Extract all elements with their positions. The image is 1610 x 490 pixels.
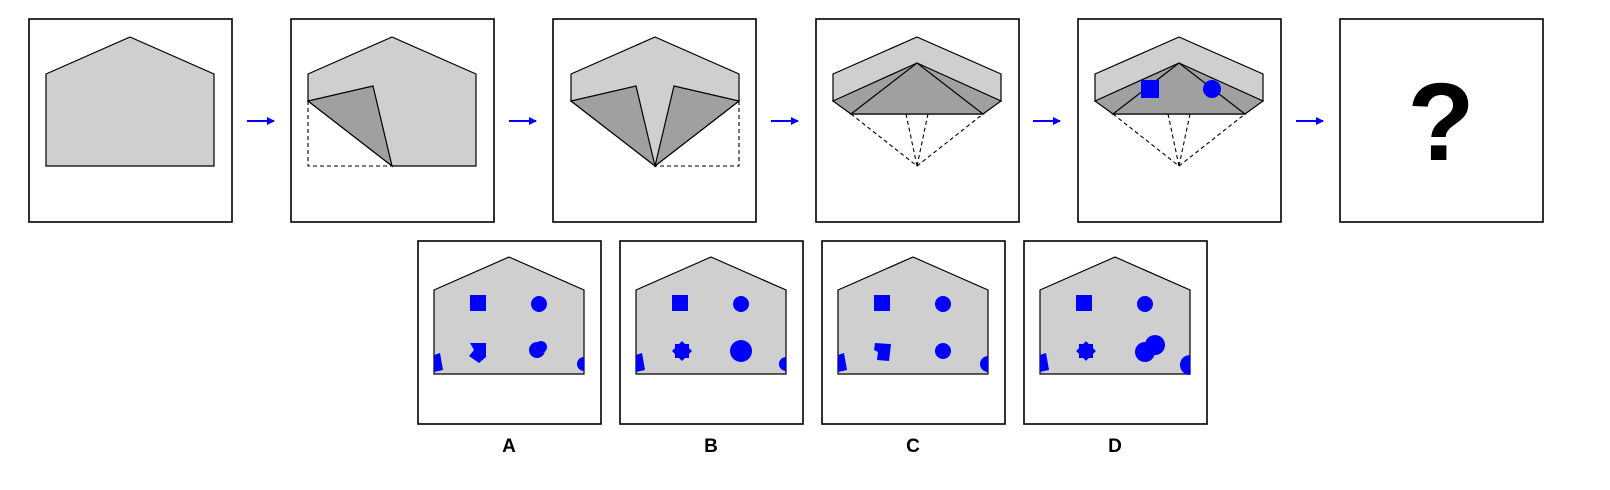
square-icon	[838, 353, 847, 372]
original-fold-line	[916, 113, 929, 167]
square-icon	[470, 295, 486, 311]
step-panel-2	[290, 18, 495, 223]
circle-icon	[935, 343, 951, 359]
square-icon	[1040, 353, 1049, 372]
folded-flap-right	[654, 85, 741, 168]
option-label: D	[1108, 436, 1122, 457]
step-panel-4	[815, 18, 1020, 223]
circle-icon	[1203, 80, 1221, 98]
option-d[interactable]: D	[1023, 240, 1208, 457]
circle-icon	[779, 357, 786, 371]
circle-icon	[1137, 296, 1153, 312]
square-icon	[1141, 80, 1159, 98]
original-outline	[655, 101, 740, 167]
question-mark: ?	[1407, 61, 1474, 184]
option-label: B	[704, 436, 718, 457]
option-c[interactable]: C	[821, 240, 1006, 457]
square-icon	[1076, 341, 1096, 361]
step-panel-1	[28, 18, 233, 223]
circle-icon	[1145, 335, 1165, 355]
option-label: C	[906, 436, 920, 457]
square-icon	[434, 353, 443, 372]
folded-tip	[849, 62, 985, 115]
circle-icon	[531, 296, 547, 312]
original-outline	[307, 101, 392, 167]
panel-frame	[1339, 18, 1544, 223]
circle-icon	[935, 296, 951, 312]
circle-icon	[1180, 355, 1190, 375]
folded-flap	[306, 85, 393, 168]
question-panel: ?	[1339, 18, 1544, 223]
option-b[interactable]: B	[619, 240, 804, 457]
square-icon	[469, 343, 486, 363]
circle-icon	[577, 357, 584, 371]
original-fold-line	[1178, 113, 1191, 167]
folded-flap-left	[569, 85, 656, 168]
option-label: A	[502, 436, 516, 457]
step-panel-3	[552, 18, 757, 223]
step-panel-5	[1077, 18, 1282, 223]
circle-icon	[535, 341, 547, 353]
circle-icon	[730, 340, 752, 362]
square-icon	[874, 343, 891, 361]
square-icon	[675, 344, 689, 358]
original-outline	[1112, 113, 1246, 167]
square-icon	[672, 295, 688, 311]
paper-shape	[45, 36, 215, 167]
circle-icon	[733, 296, 749, 312]
original-outline	[850, 113, 984, 167]
square-icon	[874, 295, 890, 311]
original-fold-line	[1167, 113, 1180, 167]
square-icon	[636, 353, 645, 372]
option-a[interactable]: A	[417, 240, 602, 457]
circle-icon	[980, 356, 988, 372]
square-icon	[1076, 295, 1092, 311]
original-fold-line	[905, 113, 918, 167]
